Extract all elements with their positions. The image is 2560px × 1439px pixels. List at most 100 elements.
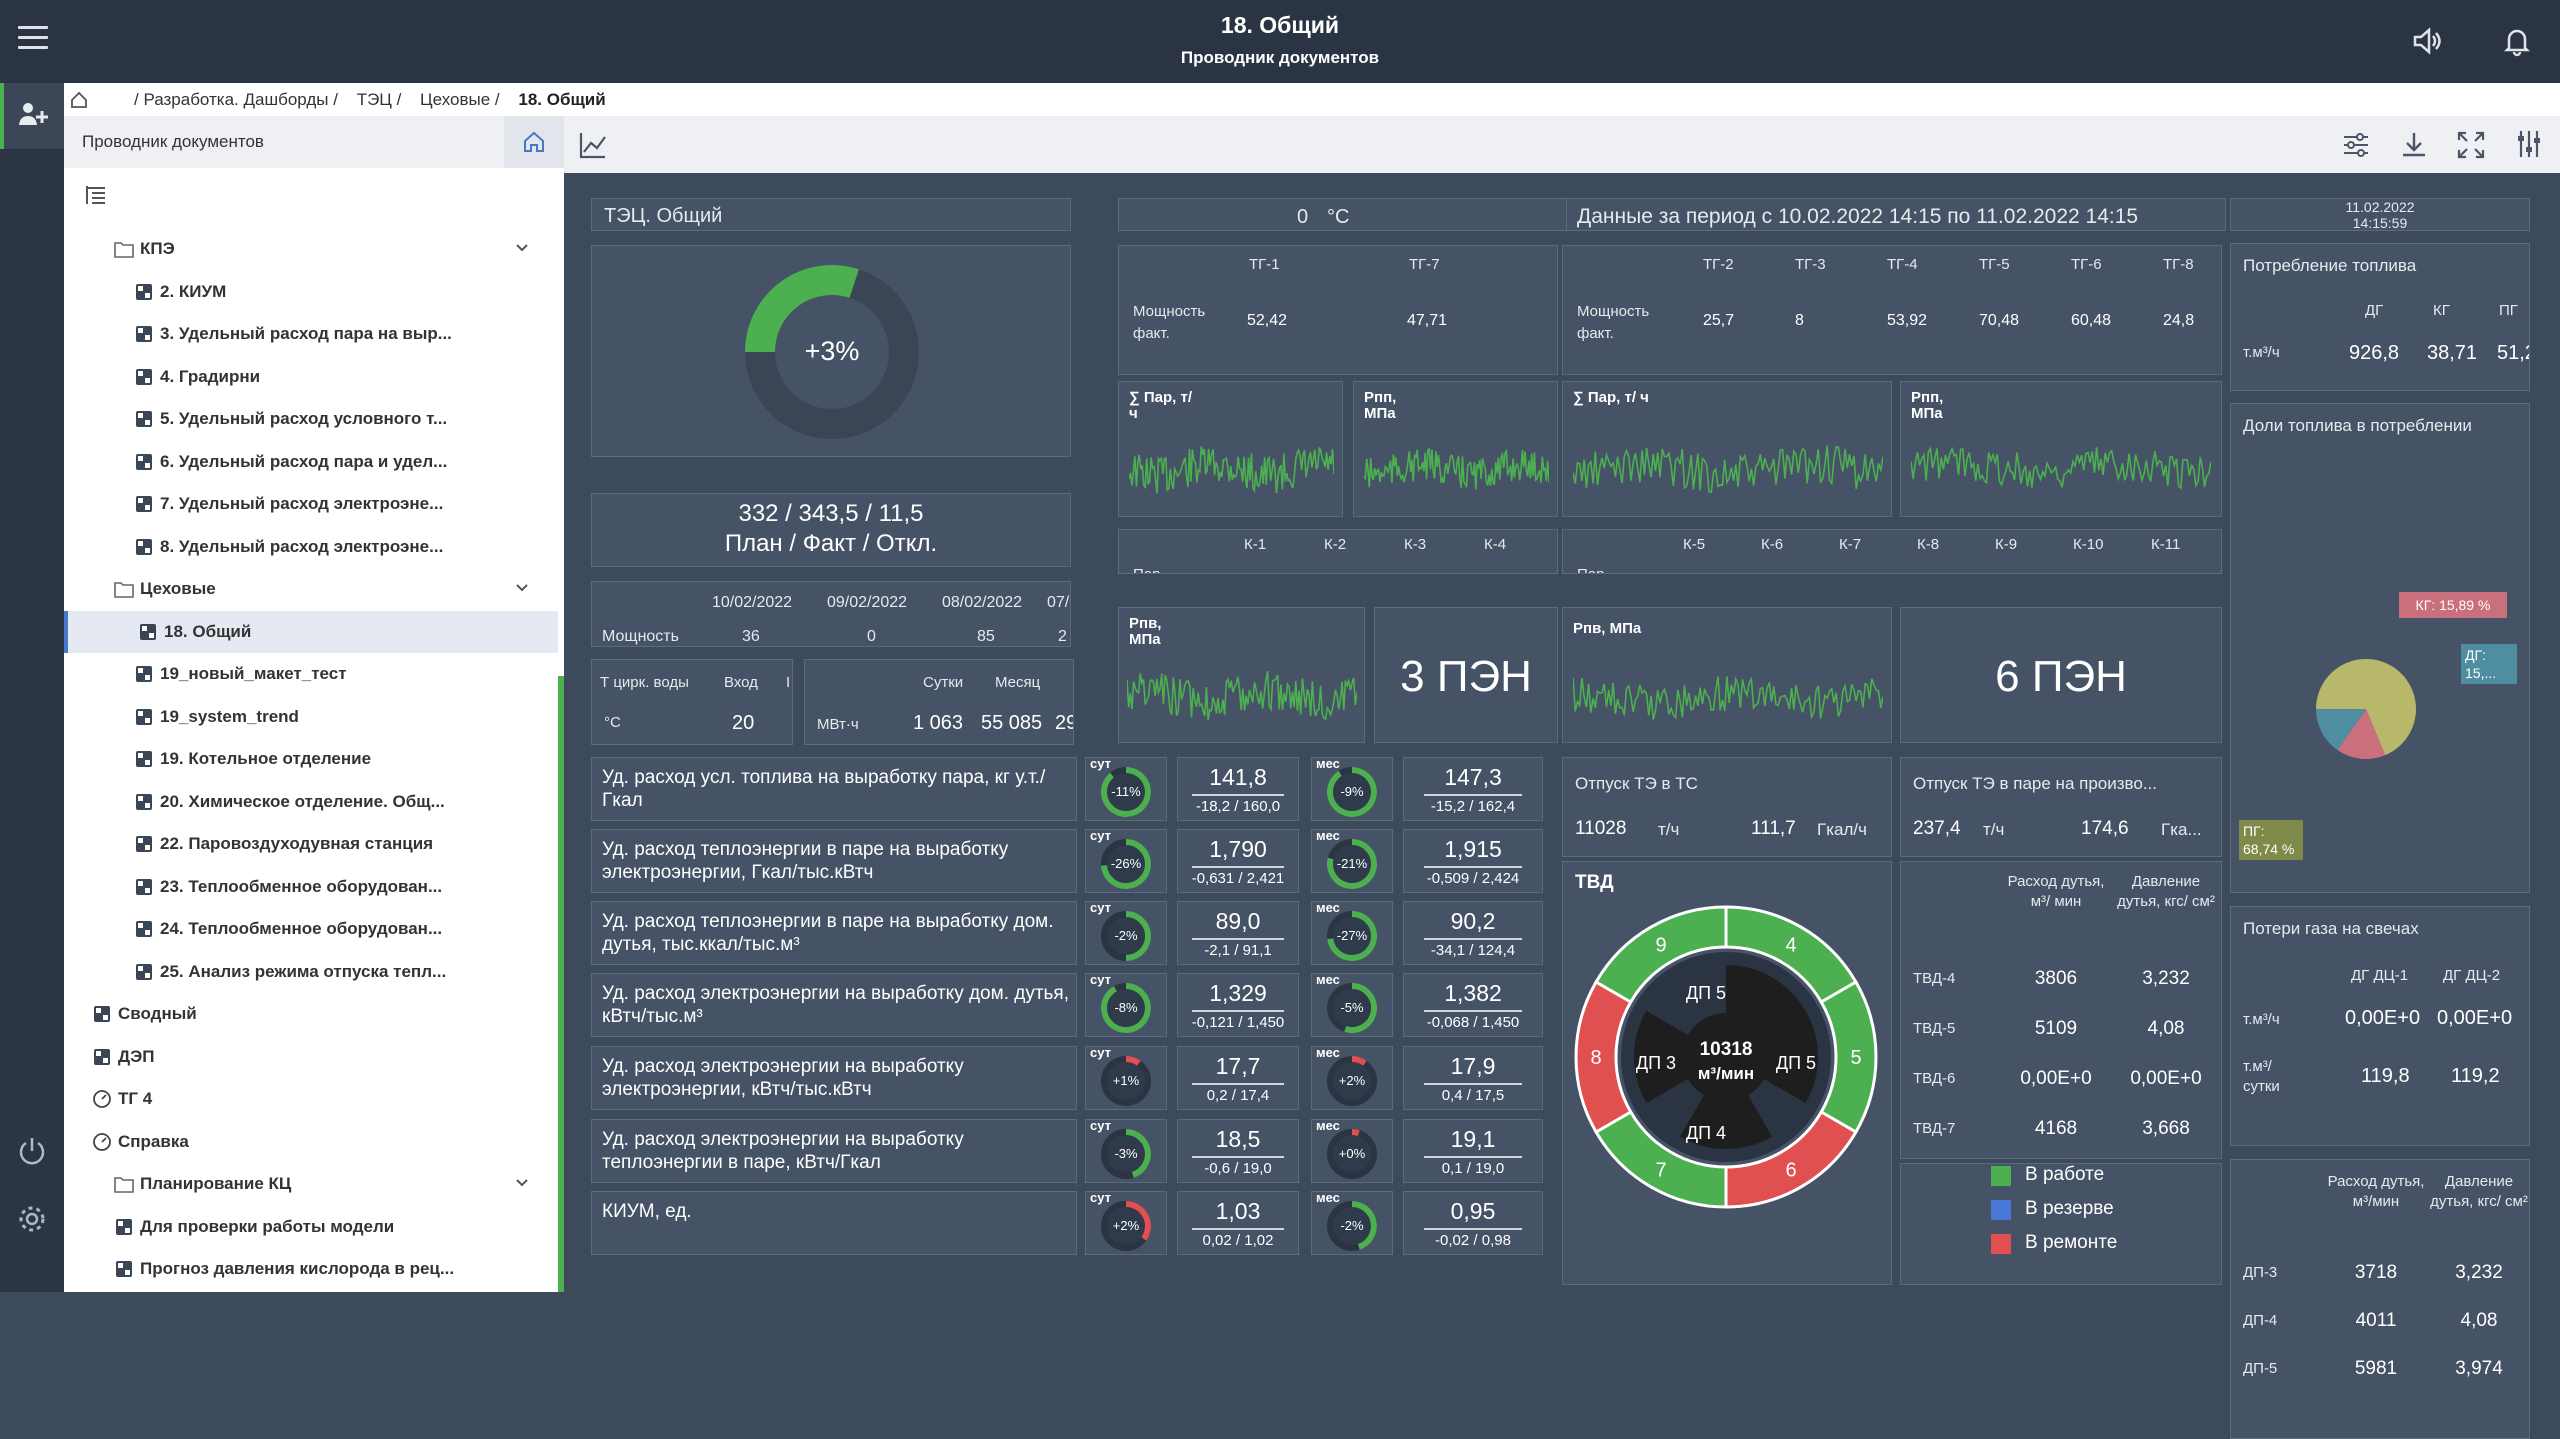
breadcrumb-item[interactable]: Цеховые /: [420, 90, 500, 109]
energy-value: 55 085: [981, 712, 1043, 734]
tree-item[interactable]: Справка: [64, 1121, 558, 1164]
mes-gauge-panel: мес -5%: [1311, 972, 1393, 1037]
tree-item-label: Планирование КЦ: [140, 1174, 292, 1193]
fuel-col: ПГ: [2499, 302, 2518, 319]
tree-item[interactable]: Прогноз давления кислорода в рец...: [64, 1248, 558, 1291]
tree-item[interactable]: 4. Градирни: [64, 356, 558, 399]
breadcrumb-item[interactable]: ТЭЦ /: [356, 90, 402, 109]
te-tc-unit: Гкал/ч: [1817, 820, 1867, 839]
tree-item[interactable]: Цеховые: [64, 568, 558, 611]
gas-value: 119,8: [2361, 1065, 2410, 1087]
tree-item[interactable]: 8. Удельный расход электроэне...: [64, 526, 558, 569]
breadcrumb-item[interactable]: / Разработка. Дашборды /: [134, 90, 338, 109]
gauge-ring: [1100, 983, 1151, 1033]
add-user-button[interactable]: [0, 83, 64, 149]
tree-item[interactable]: 6. Удельный расход пара и удел...: [64, 441, 558, 484]
chevron-down-icon[interactable]: [514, 1175, 530, 1191]
gauge-percent: -5%: [1340, 1000, 1364, 1015]
tree-item-label: Прогноз давления кислорода в рец...: [140, 1259, 455, 1278]
document-icon: [136, 708, 152, 725]
sut-value: 89,0: [1215, 908, 1261, 934]
tvd-value: 3806: [2034, 968, 2078, 989]
tree-item[interactable]: 3. Удельный расход пара на выр...: [64, 313, 558, 356]
mes-value-panel: 1,382 -0,068 / 1,450: [1403, 973, 1543, 1037]
home-icon[interactable]: [70, 91, 88, 109]
te-tc-panel: Отпуск ТЭ в ТС 11028 т/ч 111,7 Гкал/ч: [1562, 757, 1892, 857]
gauge-arc: [1351, 1201, 1377, 1250]
gear-icon[interactable]: [16, 1203, 48, 1235]
gauge-arc: [1100, 767, 1151, 817]
tree-view-icon[interactable]: [84, 184, 108, 206]
download-icon[interactable]: [2399, 130, 2429, 160]
sparkline: [1129, 446, 1334, 494]
metric-name: Уд. расход теплоэнергии в паре на вырабо…: [602, 839, 1009, 883]
tree-item[interactable]: 19_system_trend: [64, 696, 558, 739]
pen6-label: 6 ПЭН: [1995, 652, 2127, 701]
tree-item[interactable]: Для проверки работы модели: [64, 1206, 558, 1249]
tree-item[interactable]: 20. Химическое отделение. Общ...: [64, 781, 558, 824]
tg-col: ТГ-1: [1249, 256, 1280, 273]
chart-icon[interactable]: [578, 130, 608, 160]
mes-gauge-panel: мес -27%: [1311, 900, 1393, 965]
gauge-ring: [1327, 911, 1378, 961]
dp-value: 3,232: [2455, 1262, 2503, 1283]
sut-value-panel: 141,8 -18,2 / 160,0: [1177, 757, 1299, 821]
fullscreen-icon[interactable]: [2456, 130, 2486, 160]
sut-value-panel: 1,03 0,02 / 1,02: [1177, 1191, 1299, 1255]
tree-item[interactable]: ДЭП: [64, 1036, 558, 1079]
adjust-icon[interactable]: [2514, 128, 2544, 160]
boiler-col: К-6: [1761, 536, 1784, 553]
tvd-segment-label: 6: [1785, 1160, 1796, 1182]
chevron-down-icon[interactable]: [514, 240, 530, 256]
tree-item[interactable]: 19_новый_макет_тест: [64, 653, 558, 696]
chevron-down-icon[interactable]: [514, 580, 530, 596]
mes-subvalue: -0,509 / 2,424: [1426, 870, 1520, 887]
tree-item[interactable]: 7. Удельный расход электроэне...: [64, 483, 558, 526]
tree-item[interactable]: 23. Теплообменное оборудован...: [64, 866, 558, 909]
mes-value-panel: 1,915 -0,509 / 2,424: [1403, 829, 1543, 893]
menu-icon[interactable]: [18, 26, 48, 50]
gauge-ring: [1327, 982, 1378, 1033]
tvd-value: 4,08: [2147, 1018, 2185, 1039]
tvd-value: 4168: [2034, 1118, 2078, 1139]
dp-value: 4011: [2355, 1310, 2397, 1331]
document-icon: [136, 326, 152, 342]
tree-item[interactable]: 2. КИУМ: [64, 271, 558, 314]
rpv-spark-panel: Рпв, МПа: [1118, 607, 1365, 743]
legend-label: В работе: [2025, 1164, 2105, 1185]
tree-item[interactable]: ТГ 4: [64, 1078, 558, 1121]
gauge-ring: [1101, 1201, 1151, 1251]
power-icon[interactable]: [16, 1135, 48, 1167]
tvd-ring-chart: 4 5 6 7 8 9 ДП 5 ДП 3 ДП 5 ДП 4 10318 м³/мин: [1574, 905, 1878, 1209]
tree-item[interactable]: КПЭ: [64, 228, 558, 271]
tvd-row-label: ТВД-7: [1913, 1120, 1956, 1137]
document-icon: [136, 793, 152, 810]
tree-item[interactable]: 25. Анализ режима отпуска тепл...: [64, 951, 558, 994]
tvd-row-label: ТВД-5: [1913, 1020, 1956, 1037]
explorer-home-button[interactable]: [504, 116, 564, 168]
tree-item[interactable]: Сводный: [64, 993, 558, 1036]
tree-item[interactable]: Планирование КЦ: [64, 1163, 558, 1206]
bell-icon[interactable]: [2500, 24, 2534, 58]
tvd-dp-label: ДП 5: [1776, 1053, 1816, 1073]
tree-item[interactable]: 19. Котельное отделение: [64, 738, 558, 781]
legend-panel: В работе В резерве В ремонте: [1900, 1163, 2222, 1285]
dp-col: Давление дутья, кгс/ см²: [2430, 1173, 2528, 1210]
tree-item[interactable]: 5. Удельный расход условного т...: [64, 398, 558, 441]
tree-item[interactable]: 18. Общий: [64, 610, 558, 653]
sidebar-scrollbar[interactable]: [558, 676, 564, 1292]
boiler-col: К-10: [2073, 536, 2104, 553]
tree-item[interactable]: 22. Паровоздуходувная станция: [64, 823, 558, 866]
metric-name-panel: Уд. расход электроэнергии на выработку э…: [591, 1046, 1077, 1110]
sparkline: [1364, 447, 1549, 490]
gauge-arc: [1125, 1129, 1151, 1178]
tree-item[interactable]: 24. Теплообменное оборудован...: [64, 908, 558, 951]
spark-label: Рпп, МПа: [1364, 389, 1397, 422]
boiler-col: К-3: [1404, 536, 1427, 553]
tree-item-label: 8. Удельный расход электроэне...: [160, 536, 444, 556]
tg-col: ТГ-3: [1795, 256, 1826, 273]
tvd-segment-label: 5: [1850, 1047, 1861, 1069]
filter-settings-icon[interactable]: [2341, 130, 2371, 160]
speaker-icon[interactable]: [2410, 24, 2444, 58]
sparkline: [1573, 445, 1883, 493]
